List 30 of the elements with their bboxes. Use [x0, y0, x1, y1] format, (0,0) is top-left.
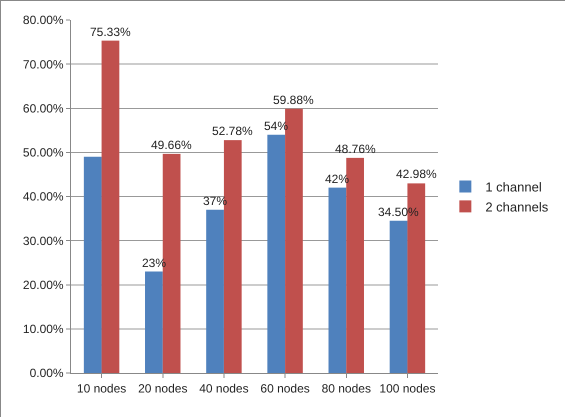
x-tick-label: 40 nodes: [199, 381, 249, 396]
x-tick-label: 80 nodes: [322, 381, 371, 396]
y-tick-label: 0.00%: [30, 366, 64, 380]
x-tick-label: 20 nodes: [138, 381, 188, 396]
data-label: 75.33%: [90, 25, 132, 39]
y-tick-label: 60.00%: [22, 101, 64, 116]
data-label: 52.78%: [212, 124, 254, 138]
y-tick-label: 40.00%: [22, 190, 64, 204]
y-tick-label: 70.00%: [22, 57, 64, 72]
y-tick-label: 20.00%: [22, 278, 64, 292]
y-tick-label: 80.00%: [22, 13, 64, 28]
data-label: 48.76%: [335, 142, 376, 156]
y-tick-label: 10.00%: [22, 322, 64, 336]
data-label: 59.88%: [273, 93, 314, 107]
x-tick-label: 10 nodes: [76, 381, 126, 396]
bar: [267, 134, 286, 373]
legend-label: 1 channel: [485, 180, 542, 195]
x-tick-label: 60 nodes: [260, 381, 310, 396]
bar: [390, 220, 408, 373]
bar: [328, 188, 346, 373]
data-label: 42.98%: [396, 167, 438, 181]
bar: [102, 40, 120, 373]
data-label: 49.66%: [151, 138, 192, 152]
y-tick-label: 30.00%: [22, 234, 64, 248]
legend-label: 2 channels: [485, 199, 549, 214]
bar: [145, 272, 163, 373]
bar: [84, 156, 102, 373]
x-tick-label: 100 nodes: [379, 381, 436, 396]
y-tick-label: 50.00%: [22, 146, 64, 160]
bar: [206, 210, 224, 373]
